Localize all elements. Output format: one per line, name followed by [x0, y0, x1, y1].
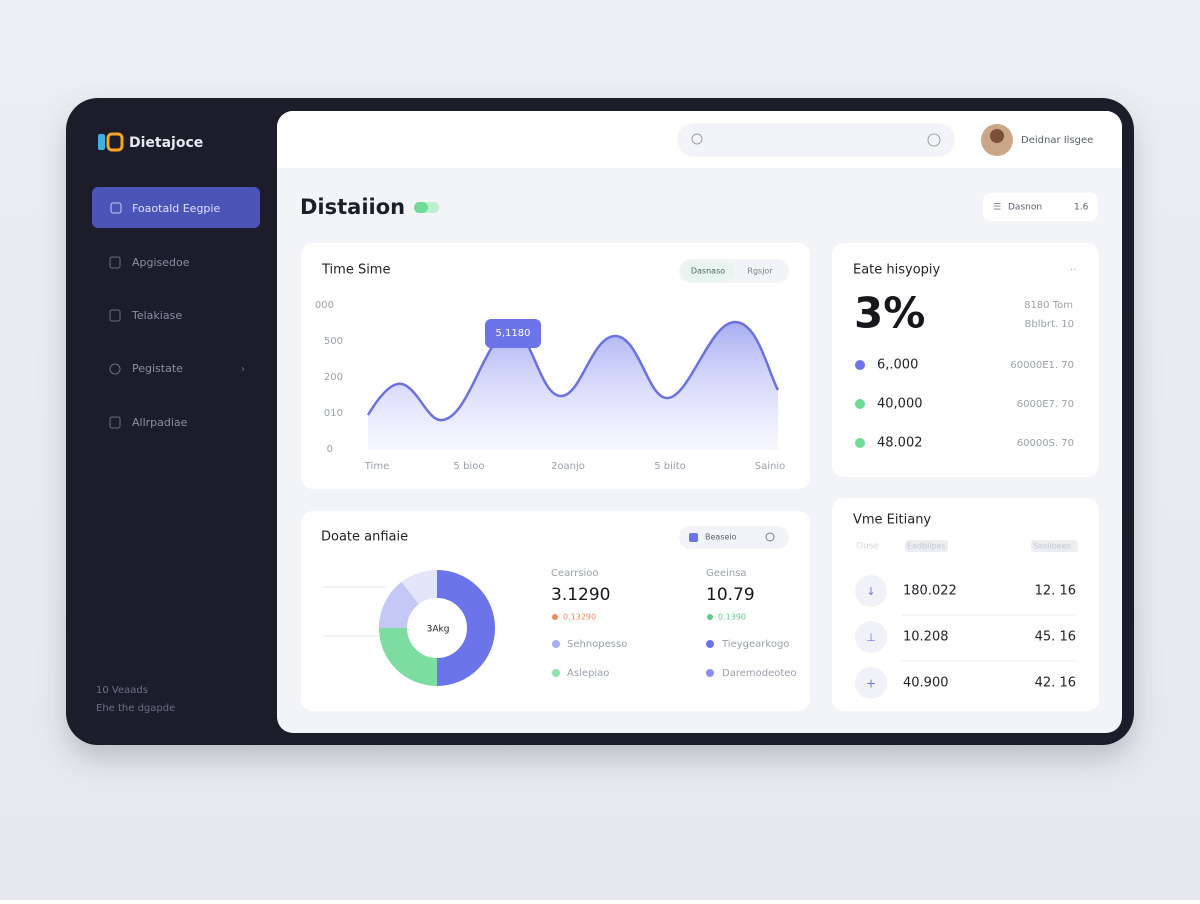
nav-item[interactable]: Telakiase — [131, 309, 182, 322]
toolbar-button[interactable] — [983, 193, 1098, 221]
toolbar-count: 1.6 — [1074, 203, 1089, 213]
nav-icon — [110, 202, 122, 214]
tab[interactable]: Dasnaso — [691, 267, 725, 276]
x-label: 5 bioo — [454, 461, 485, 472]
column-header: Eadbilpes — [907, 542, 946, 551]
row-value: 40.900 — [903, 676, 949, 691]
donut — [378, 570, 495, 686]
donut-center: 3Akg — [427, 625, 450, 635]
row-value: 48.002 — [877, 436, 923, 451]
search-action[interactable] — [927, 133, 941, 147]
column-header: Saslibees — [1033, 542, 1071, 551]
nav-icons — [109, 256, 121, 429]
side-label: 8180 Tom — [1024, 300, 1073, 311]
row-icon: + — [866, 677, 876, 691]
legend-dot — [706, 640, 714, 648]
x-label: 5 biito — [654, 461, 685, 472]
y-label: 500 — [324, 336, 343, 347]
row-icon: ↓ — [866, 585, 875, 598]
nav-item[interactable]: Pegistate — [132, 362, 183, 375]
x-label: 2oanjo — [551, 461, 585, 472]
card — [832, 243, 1099, 477]
chevron: › — [241, 364, 245, 375]
stat-sub: 0.1390 — [718, 613, 746, 622]
row-meta: 60000S. 70 — [1017, 438, 1074, 449]
toolbar-label[interactable]: Dasnon — [1008, 203, 1042, 213]
status-pill-dot — [414, 202, 428, 213]
stat-value: 3.1290 — [551, 585, 610, 605]
stat-dot — [552, 614, 558, 620]
avatar-face — [990, 129, 1004, 143]
legend-dot — [706, 669, 714, 677]
stat-label: Cearrsioo — [551, 568, 599, 579]
nav-active[interactable] — [92, 187, 260, 228]
y-label: 010 — [324, 408, 343, 419]
card-title: Doate anfiaie — [321, 530, 408, 545]
sidebar-footer: 10 Veaads — [96, 685, 148, 696]
row-meta: 12. 16 — [1035, 584, 1076, 599]
tooltip — [485, 319, 541, 348]
row-dot — [855, 438, 865, 448]
chip-search — [765, 532, 775, 542]
tooltip-text: 5,1180 — [496, 328, 531, 339]
nav-item[interactable]: Foaotald Eegpie — [132, 202, 220, 215]
row-meta: 42. 16 — [1035, 676, 1076, 691]
card-title: Eate hisyopiy — [853, 263, 941, 278]
row-dot — [855, 399, 865, 409]
tab-active[interactable] — [681, 261, 735, 281]
row-value: 10.208 — [903, 630, 949, 645]
user-name[interactable]: Deidnar Ilsgee — [1021, 135, 1093, 146]
big-number: 3% — [854, 289, 925, 338]
x-label: Sainio — [755, 461, 786, 472]
legend-dot — [552, 640, 560, 648]
filter-chip[interactable] — [679, 526, 789, 549]
area-line — [366, 320, 780, 422]
brand: Dietajoce — [129, 135, 203, 151]
row-icons — [855, 575, 887, 699]
row-icon: ⊥ — [866, 631, 876, 644]
logo-icon — [106, 132, 124, 152]
row-value: 40,000 — [877, 397, 923, 412]
tab[interactable]: Rgsjor — [747, 267, 773, 276]
page-title: Distaiion — [300, 195, 405, 219]
legend-label: Daremodeoteo — [722, 668, 797, 679]
nav-item[interactable]: Apgisedoe — [132, 256, 190, 269]
stat-dot — [707, 614, 713, 620]
chip-label[interactable]: Beaseio — [705, 533, 737, 542]
area-fill — [368, 322, 778, 450]
row-meta: 6000E7. 70 — [1017, 399, 1074, 410]
logo-icon — [98, 134, 105, 150]
stat-sub: 0.13290 — [563, 613, 596, 622]
y-label: 000 — [315, 300, 334, 311]
legend-label: Tieygearkogo — [721, 639, 789, 650]
search-box[interactable] — [677, 123, 955, 157]
y-label: 0 — [327, 444, 333, 455]
row-value: 180.022 — [903, 584, 957, 599]
row-meta: 45. 16 — [1035, 630, 1076, 645]
chip-icon — [689, 533, 698, 542]
sidebar-footer: Ehe the dgapde — [96, 703, 175, 714]
y-label: 200 — [324, 372, 343, 383]
side-label: Bblbrt. 10 — [1025, 319, 1074, 330]
column-header: Ouse — [856, 542, 879, 552]
stat-label: Geeinsa — [706, 568, 747, 579]
x-label: Time — [364, 461, 389, 472]
row-meta: 60000E1. 70 — [1010, 360, 1074, 371]
legend-label: Sehnopesso — [567, 639, 627, 650]
legend-dot — [552, 669, 560, 677]
column-header-bg — [1031, 540, 1078, 552]
legend-label: Aslepiao — [567, 668, 609, 679]
toolbar-icon: ☰ — [993, 203, 1001, 213]
card-menu[interactable]: ·· — [1070, 265, 1076, 276]
card-title: Vme Eitiany — [853, 513, 931, 528]
row-value: 6,.000 — [877, 358, 918, 373]
card-title: Time Sime — [321, 263, 390, 278]
stat-value: 10.79 — [706, 585, 755, 605]
column-header-bg — [905, 540, 948, 552]
row-dot — [855, 360, 865, 370]
search-icon — [691, 133, 703, 145]
nav-item[interactable]: Allrpadiae — [132, 416, 188, 429]
